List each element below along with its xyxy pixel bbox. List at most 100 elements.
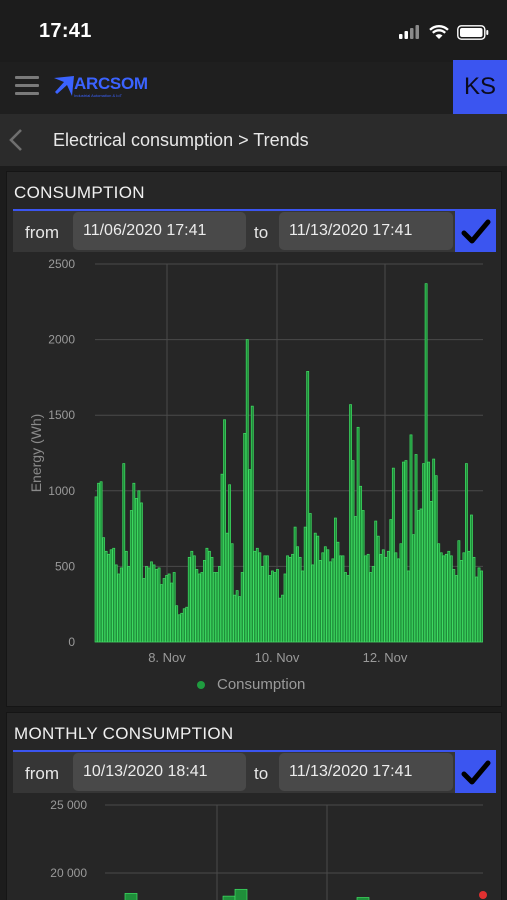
consumption-bar bbox=[218, 566, 221, 643]
to-date-field[interactable]: 11/13/2020 17:41 bbox=[279, 212, 453, 250]
consumption-bar bbox=[215, 572, 219, 643]
y-tick-label: 0 bbox=[68, 635, 75, 649]
consumption-bar bbox=[273, 572, 277, 643]
signal-icon bbox=[399, 25, 419, 39]
consumption-bar bbox=[437, 543, 441, 643]
consumption-bar bbox=[442, 555, 446, 643]
consumption-bar bbox=[102, 537, 106, 643]
consumption-bar bbox=[341, 555, 345, 643]
consumption-bar bbox=[359, 485, 363, 643]
back-button[interactable] bbox=[6, 126, 30, 154]
consumption-bar bbox=[97, 482, 100, 643]
to-date-field[interactable]: 11/13/2020 17:41 bbox=[279, 753, 453, 791]
consumption-bar bbox=[346, 575, 350, 643]
consumption-bar bbox=[220, 473, 224, 643]
consumption-bar bbox=[293, 526, 297, 643]
current-marker bbox=[479, 891, 487, 899]
to-label: to bbox=[254, 223, 269, 242]
consumption-bar bbox=[361, 510, 365, 643]
from-date-field[interactable]: 10/13/2020 18:41 bbox=[73, 753, 246, 791]
consumption-bar bbox=[323, 546, 327, 643]
consumption-bar bbox=[182, 608, 186, 643]
arcsom-logo: ARCSOM Industrial Automation & IoT bbox=[54, 75, 148, 98]
chart-legend[interactable]: Consumption bbox=[197, 676, 305, 693]
consumption-bar bbox=[223, 419, 226, 643]
consumption-bar bbox=[271, 570, 274, 643]
consumption-bar bbox=[429, 501, 433, 643]
consumption-bar bbox=[475, 576, 478, 643]
consumption-bar bbox=[354, 516, 357, 643]
consumption-bar bbox=[477, 567, 481, 643]
consumption-bar bbox=[127, 566, 131, 643]
consumption-bar bbox=[150, 561, 153, 643]
logo-arrow-icon bbox=[54, 76, 74, 96]
consumption-bar bbox=[258, 552, 262, 643]
logo-subtitle: Industrial Automation & IoT bbox=[74, 93, 123, 98]
apply-range-button[interactable] bbox=[455, 752, 496, 793]
consumption-bar bbox=[238, 596, 242, 643]
consumption-bar bbox=[114, 564, 118, 643]
consumption-bar bbox=[117, 573, 121, 643]
y-tick-label: 20 000 bbox=[50, 866, 87, 880]
consumption-bar bbox=[374, 520, 378, 643]
consumption-bar bbox=[177, 614, 181, 643]
consumption-bar bbox=[394, 552, 398, 643]
consumption-bar bbox=[296, 546, 300, 643]
consumption-bar bbox=[409, 434, 413, 643]
consumption-bar bbox=[339, 555, 342, 643]
consumption-bar bbox=[137, 490, 141, 643]
consumption-bar bbox=[240, 572, 244, 643]
consumption-bar bbox=[371, 566, 375, 643]
consumption-bar bbox=[165, 575, 169, 643]
consumption-bar bbox=[369, 572, 373, 643]
consumption-bar bbox=[208, 550, 211, 643]
apply-range-button[interactable] bbox=[455, 211, 496, 252]
consumption-bar bbox=[170, 582, 174, 643]
date-range-row: from 11/06/2020 17:41 to 11/13/2020 17:4… bbox=[13, 209, 496, 252]
consumption-bar bbox=[94, 496, 98, 643]
consumption-bar bbox=[379, 553, 383, 643]
legend-label: Consumption bbox=[217, 676, 306, 693]
consumption-bar bbox=[351, 460, 355, 643]
monthly-bar bbox=[222, 895, 236, 900]
consumption-bar bbox=[250, 405, 254, 643]
consumption-bar bbox=[162, 578, 166, 643]
consumption-bar bbox=[396, 558, 400, 643]
consumption-bar bbox=[467, 550, 471, 643]
consumption-bar bbox=[376, 535, 380, 643]
consumption-bar bbox=[235, 590, 239, 643]
consumption-bar bbox=[119, 567, 123, 643]
consumption-bar bbox=[402, 461, 405, 643]
consumption-bar bbox=[462, 552, 466, 643]
monthly-bar bbox=[356, 897, 370, 900]
consumption-bar bbox=[142, 578, 146, 643]
from-date-field[interactable]: 11/06/2020 17:41 bbox=[73, 212, 246, 250]
consumption-bar bbox=[152, 564, 156, 643]
to-label: to bbox=[254, 764, 269, 783]
consumption-bar bbox=[404, 460, 408, 643]
consumption-bar bbox=[331, 558, 335, 643]
consumption-bar bbox=[276, 569, 279, 643]
consumption-bar bbox=[417, 510, 420, 643]
consumption-bar bbox=[449, 555, 453, 643]
consumption-bar bbox=[301, 570, 305, 643]
consumption-bar bbox=[129, 510, 133, 643]
consumption-bar bbox=[202, 560, 206, 643]
y-tick-label: 2000 bbox=[48, 333, 75, 347]
consumption-bar bbox=[265, 555, 269, 643]
consumption-bar bbox=[255, 547, 259, 643]
consumption-bar bbox=[399, 543, 403, 643]
y-axis-label: Energy (Wh) bbox=[28, 414, 44, 493]
menu-icon[interactable] bbox=[15, 76, 39, 96]
consumption-bar bbox=[230, 543, 234, 643]
consumption-bar bbox=[334, 517, 337, 643]
consumption-bar bbox=[439, 552, 443, 643]
legend-dot bbox=[197, 680, 205, 689]
consumption-bar bbox=[412, 534, 415, 643]
avatar[interactable]: KS bbox=[453, 60, 507, 114]
consumption-bar bbox=[286, 555, 289, 643]
consumption-bar bbox=[167, 573, 171, 643]
consumption-bar bbox=[298, 556, 302, 643]
consumption-bar bbox=[104, 550, 108, 643]
consumption-bar bbox=[147, 567, 151, 643]
